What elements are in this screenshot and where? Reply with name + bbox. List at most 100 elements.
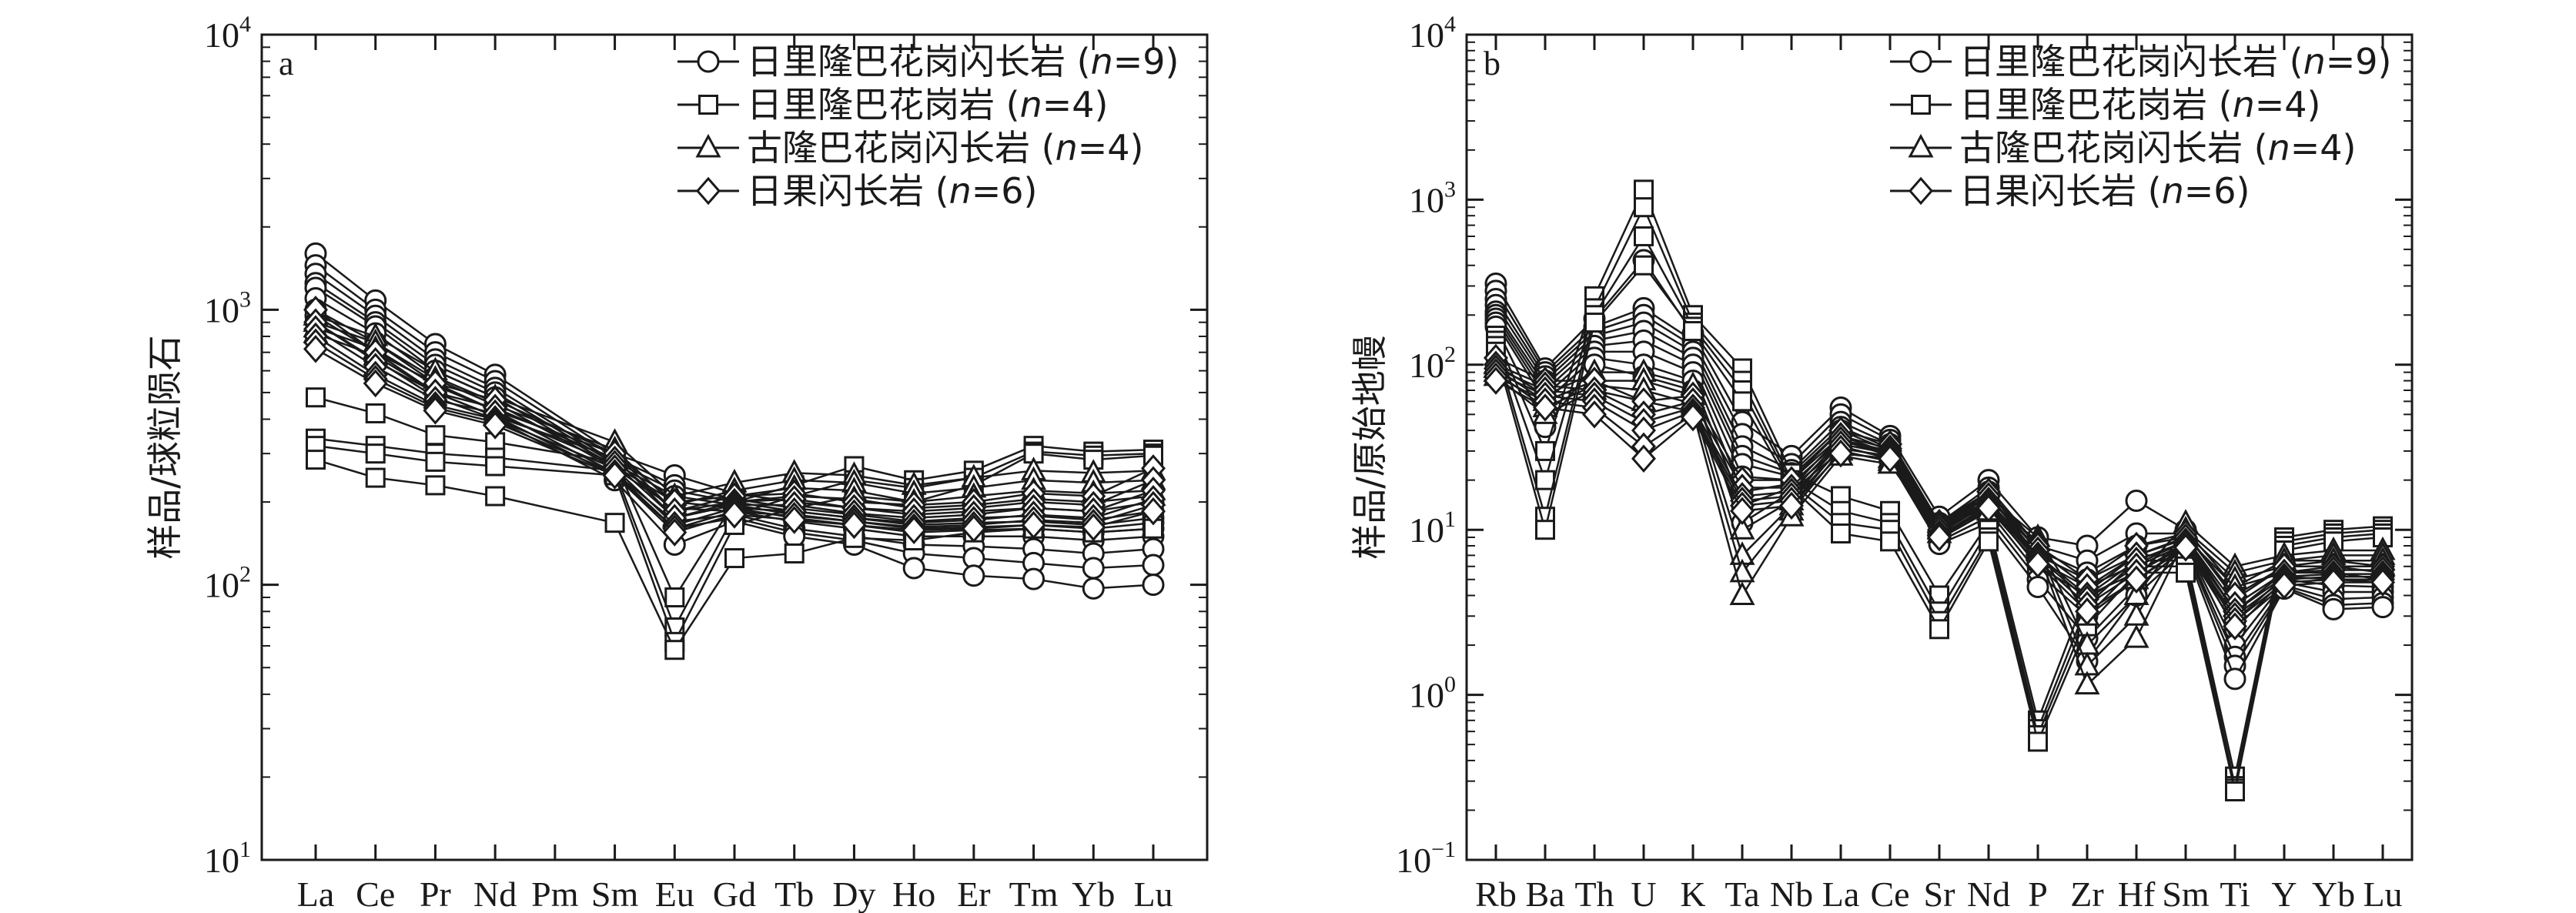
data-point-Hf xyxy=(2123,624,2149,648)
data-point-Ce xyxy=(1878,444,1902,473)
x-tick-label-Y: Y xyxy=(2271,875,2297,913)
x-tick-label-Hf: Hf xyxy=(2118,875,2156,913)
data-point-Ho xyxy=(902,516,927,544)
data-point-Ti xyxy=(2225,781,2245,802)
series-group xyxy=(1483,179,2396,802)
data-point-Eu xyxy=(662,518,687,547)
data-point-Ta xyxy=(1729,581,1755,606)
x-axis: La Ce Pr Nd Pm Sm Eu Gd Tb Dy Ho Er Tm Yb Lu xyxy=(297,35,1173,913)
x-tick-label-Eu: Eu xyxy=(655,875,694,913)
data-point-Pr xyxy=(425,451,446,472)
data-point-Nd xyxy=(485,456,506,477)
data-point-Nd xyxy=(1979,531,1999,552)
data-point-Dy xyxy=(841,510,867,540)
legend-marker-square-icon xyxy=(698,95,718,115)
data-point-Y xyxy=(2272,571,2297,600)
chart-panel-b: 10−1 100 101 102 103 104 Rb Ba Th U K Ta Nb La Ce Sr Nd P… xyxy=(1349,12,2414,913)
x-tick-label-Tb: Tb xyxy=(774,875,814,913)
legend-marker-triangle-icon xyxy=(695,133,721,158)
series-line xyxy=(1494,311,2384,631)
x-tick-label-Pr: Pr xyxy=(420,875,451,913)
series-11 xyxy=(1486,197,2393,797)
data-point-U xyxy=(1631,444,1656,473)
y-tick-label: 102 xyxy=(1409,342,1456,385)
legend-marker-square-icon xyxy=(1911,95,1931,115)
data-point-Yb xyxy=(2321,568,2346,597)
y-axis: 101 102 103 104 xyxy=(204,12,1207,880)
series-line xyxy=(315,315,1154,497)
series-line xyxy=(1494,205,2384,787)
data-point-Gd xyxy=(722,500,747,529)
legend-label: 古隆巴花岗闪长岩 (n=4) xyxy=(1959,127,2357,169)
data-point-Ce xyxy=(365,403,386,423)
data-point-Rb xyxy=(1484,366,1508,395)
legend-label: 日里隆巴花岗闪长岩 (n=9) xyxy=(747,41,1179,82)
y-tick-label: 103 xyxy=(204,286,251,329)
data-point-Tb xyxy=(784,543,805,564)
data-point-Ho xyxy=(902,557,925,580)
legend-item-diamond: 日果闪长岩 (n=6) xyxy=(1890,170,2250,212)
x-tick-label-Gd: Gd xyxy=(713,875,756,913)
legend-item-square: 日里隆巴花岗岩 (n=4) xyxy=(677,84,1109,125)
x-tick-label-Yb: Yb xyxy=(2312,875,2355,913)
series-23 xyxy=(1484,366,2395,640)
legend-item-diamond: 日果闪长岩 (n=6) xyxy=(677,170,1038,212)
legend-label: 古隆巴花岗闪长岩 (n=4) xyxy=(747,127,1144,169)
legend-item-square: 日里隆巴花岗岩 (n=4) xyxy=(1890,84,2321,125)
x-tick-label-Rb: Rb xyxy=(1475,875,1517,913)
data-point-Lu xyxy=(2370,568,2395,597)
data-point-Gd xyxy=(724,548,744,569)
data-point-Sr xyxy=(1929,619,1949,640)
data-point-Ce xyxy=(365,443,386,464)
series-group xyxy=(303,242,1166,661)
legend-label: 日里隆巴花岗岩 (n=4) xyxy=(1959,84,2321,125)
legend-item-triangle: 古隆巴花岗闪长岩 (n=4) xyxy=(677,127,1144,169)
legend-item-circle: 日里隆巴花岗闪长岩 (n=9) xyxy=(677,41,1179,82)
legend-label: 日果闪长岩 (n=6) xyxy=(1959,170,2250,212)
x-tick-label-Pm: Pm xyxy=(531,875,579,913)
y-tick-label: 102 xyxy=(204,562,251,605)
y-tick-label: 104 xyxy=(1409,12,1456,55)
data-point-U xyxy=(1634,226,1654,246)
series-3 xyxy=(1484,287,2394,623)
data-point-Nd xyxy=(1976,493,2001,523)
y-tick-label: 101 xyxy=(204,837,251,880)
x-tick-label-La: La xyxy=(1822,875,1860,913)
data-point-La xyxy=(306,387,326,408)
data-point-Ba xyxy=(1533,393,1557,422)
legend-marker-diamond-icon xyxy=(696,176,721,206)
data-point-La xyxy=(1831,523,1851,543)
data-point-U xyxy=(1634,255,1654,276)
x-tick-label-P: P xyxy=(2028,875,2048,913)
x-tick-label-Lu: Lu xyxy=(2363,875,2402,913)
data-point-Lu xyxy=(1141,497,1166,526)
x-tick-label-Sr: Sr xyxy=(1924,875,1955,913)
data-point-Sm xyxy=(2173,533,2198,562)
data-point-Nb xyxy=(1779,491,1804,520)
data-point-K xyxy=(1681,403,1705,432)
x-tick-label-U: U xyxy=(1631,875,1656,913)
data-point-Sm xyxy=(602,461,627,490)
x-tick-label-Er: Er xyxy=(957,875,990,913)
legend: 日里隆巴花岗闪长岩 (n=9)日里隆巴花岗岩 (n=4)古隆巴花岗闪长岩 (n=… xyxy=(1890,41,2392,212)
y-tick-label: 104 xyxy=(204,12,251,55)
data-point-U xyxy=(1634,197,1654,218)
data-point-P xyxy=(2026,576,2049,599)
x-tick-label-Th: Th xyxy=(1574,875,1614,913)
x-tick-label-Nd: Nd xyxy=(1967,875,2010,913)
data-point-Lu xyxy=(2371,596,2394,619)
x-tick-label-Ti: Ti xyxy=(2220,875,2250,913)
data-point-Sr xyxy=(1927,523,1952,552)
y-tick-label: 103 xyxy=(1409,176,1456,219)
data-point-U xyxy=(1634,179,1654,200)
series-23 xyxy=(303,335,1166,547)
legend-item-circle: 日里隆巴花岗闪长岩 (n=9) xyxy=(1890,41,2392,82)
data-point-Zr xyxy=(2075,597,2099,626)
data-point-Yb xyxy=(1081,513,1106,542)
data-point-Th xyxy=(1582,400,1607,429)
x-tick-label-Ba: Ba xyxy=(1525,875,1564,913)
series-line xyxy=(1494,298,2384,614)
x-tick-label-Nb: Nb xyxy=(1770,875,1813,913)
data-point-Ce xyxy=(365,467,386,488)
y-axis: 10−1 100 101 102 103 104 xyxy=(1396,12,2412,880)
